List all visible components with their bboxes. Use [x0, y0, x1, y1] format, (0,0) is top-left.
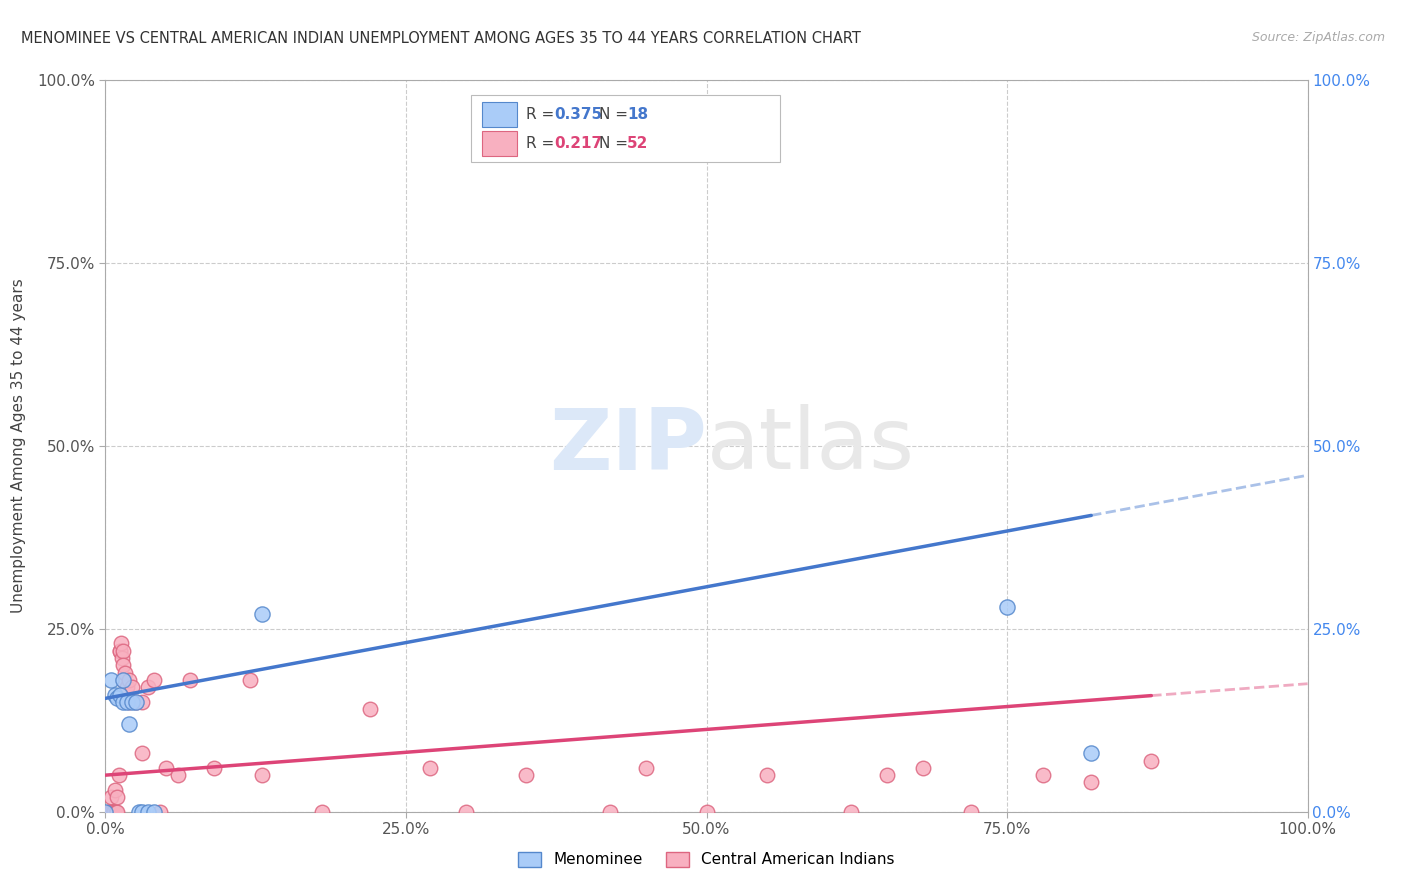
Point	[108, 644, 131, 658]
Point	[250, 607, 273, 622]
Point	[202, 761, 225, 775]
Point	[636, 761, 658, 775]
Point	[108, 644, 131, 658]
Point	[696, 805, 718, 819]
Point	[104, 688, 127, 702]
Point	[876, 768, 898, 782]
Point	[112, 673, 135, 687]
Point	[1140, 754, 1163, 768]
Point	[103, 805, 125, 819]
Point	[142, 673, 165, 687]
Text: ZIP: ZIP	[548, 404, 707, 488]
Text: R =: R =	[526, 107, 560, 121]
Text: N =: N =	[599, 107, 633, 121]
Point	[98, 805, 121, 819]
Point	[1032, 768, 1054, 782]
Point	[104, 782, 127, 797]
Point	[121, 695, 143, 709]
Point	[148, 805, 170, 819]
Text: 0.375: 0.375	[554, 107, 602, 121]
Point	[121, 681, 143, 695]
Point	[107, 768, 129, 782]
Text: R =: R =	[526, 136, 560, 151]
Point	[115, 681, 138, 695]
Point	[911, 761, 934, 775]
Text: 18: 18	[627, 107, 648, 121]
Point	[131, 746, 153, 760]
Point	[515, 768, 537, 782]
Point	[112, 644, 135, 658]
Point	[1080, 775, 1102, 789]
Point	[136, 805, 159, 819]
Point	[105, 805, 128, 819]
Point	[311, 805, 333, 819]
Point	[100, 805, 122, 819]
Point	[166, 768, 188, 782]
Text: 52: 52	[627, 136, 648, 151]
Point	[110, 636, 132, 650]
Point	[131, 805, 153, 819]
Point	[239, 673, 262, 687]
Y-axis label: Unemployment Among Ages 35 to 44 years: Unemployment Among Ages 35 to 44 years	[11, 278, 25, 614]
Point	[118, 695, 141, 709]
Text: 0.217: 0.217	[554, 136, 602, 151]
Text: atlas: atlas	[707, 404, 914, 488]
Point	[128, 805, 150, 819]
Text: N =: N =	[599, 136, 633, 151]
Point	[179, 673, 201, 687]
Point	[250, 768, 273, 782]
Point	[755, 768, 778, 782]
Point	[97, 805, 120, 819]
Text: MENOMINEE VS CENTRAL AMERICAN INDIAN UNEMPLOYMENT AMONG AGES 35 TO 44 YEARS CORR: MENOMINEE VS CENTRAL AMERICAN INDIAN UNE…	[21, 31, 860, 46]
Point	[108, 688, 131, 702]
Point	[100, 673, 122, 687]
Point	[839, 805, 862, 819]
Legend: Menominee, Central American Indians: Menominee, Central American Indians	[512, 846, 901, 873]
Point	[118, 717, 141, 731]
Point	[112, 673, 135, 687]
Point	[419, 761, 441, 775]
Point	[107, 805, 129, 819]
Point	[115, 695, 138, 709]
Point	[118, 673, 141, 687]
Point	[107, 790, 129, 805]
Point	[124, 695, 146, 709]
Point	[454, 805, 477, 819]
Point	[107, 691, 129, 706]
Point	[111, 651, 134, 665]
Point	[101, 805, 124, 819]
Point	[112, 695, 135, 709]
Point	[114, 665, 136, 680]
Point	[1080, 746, 1102, 760]
Point	[131, 695, 153, 709]
Point	[112, 658, 135, 673]
Text: Source: ZipAtlas.com: Source: ZipAtlas.com	[1251, 31, 1385, 45]
Point	[124, 695, 146, 709]
Point	[136, 681, 159, 695]
Point	[995, 599, 1018, 614]
Point	[599, 805, 621, 819]
Point	[98, 805, 121, 819]
Point	[142, 805, 165, 819]
Point	[100, 790, 122, 805]
Point	[960, 805, 983, 819]
Point	[359, 702, 381, 716]
Point	[94, 805, 117, 819]
Point	[155, 761, 177, 775]
